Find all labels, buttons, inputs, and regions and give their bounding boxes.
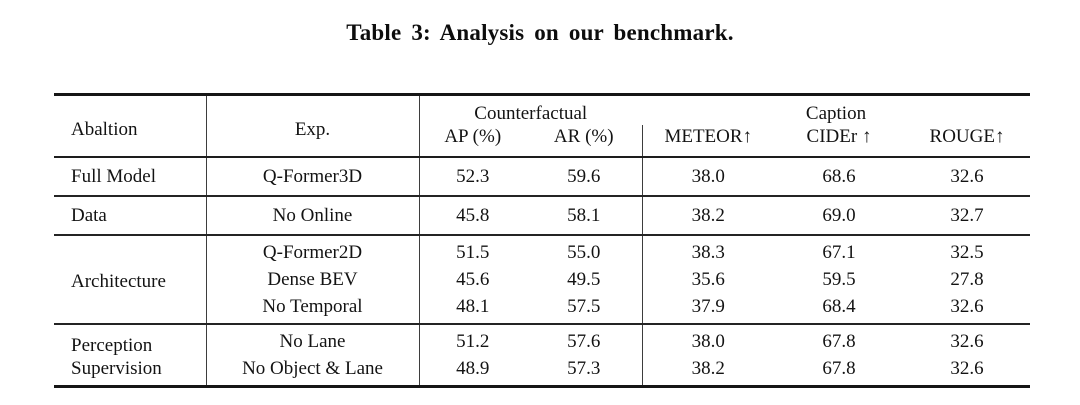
ablation-label: Architecture — [54, 234, 207, 324]
header-row-metrics: AP (%) AR (%) METEOR↑ CIDEr ↑ ROUGE↑ — [54, 125, 1030, 157]
ablation-label: Full Model — [54, 157, 207, 196]
meteor-cell: 38.0 — [691, 166, 725, 187]
exp-cell: Dense BEV — [206, 266, 420, 293]
rouge-cell: 32.6 — [950, 166, 984, 187]
ar-cell: 57.6 — [526, 323, 643, 355]
header-row-groups: Abaltion Exp. Counterfactual Caption — [54, 94, 1030, 157]
exp-cell: No Lane — [206, 323, 420, 355]
ar-cell: 55.0 — [526, 234, 643, 266]
rouge-cell: 27.8 — [950, 269, 984, 290]
ar-cell: 59.6 — [526, 157, 643, 196]
table-row: No Object & Lane 48.9 57.3 38.2 67.8 32.… — [54, 355, 1030, 387]
header-rouge: ROUGE↑ — [929, 126, 1005, 147]
header-ap: AP (%) — [444, 126, 502, 147]
exp-cell: No Online — [206, 195, 420, 235]
ablation-label: Perception Supervision — [54, 323, 207, 387]
cider-cell: 59.5 — [822, 269, 856, 290]
header-group-counterfactual: Counterfactual — [474, 103, 588, 124]
header-exp: Exp. — [206, 94, 420, 157]
ar-cell: 49.5 — [526, 266, 643, 293]
ap-cell: 45.8 — [419, 195, 526, 235]
cider-cell: 68.4 — [822, 296, 856, 317]
rouge-cell: 32.7 — [904, 195, 1031, 235]
table-row: Perception Supervision No Lane 51.2 57.6… — [54, 323, 1031, 387]
meteor-cell: 38.3 — [642, 234, 774, 266]
cider-cell: 67.8 — [774, 323, 904, 355]
header-ar: AR (%) — [526, 125, 643, 157]
benchmark-table-wrapper: Abaltion Exp. Counterfactual Caption AP … — [54, 93, 1031, 388]
rouge-cell: 32.5 — [904, 234, 1031, 266]
rouge-cell: 32.6 — [950, 358, 984, 379]
ablation-label: Data — [54, 195, 207, 235]
ar-cell: 57.3 — [526, 355, 643, 387]
cider-cell: 67.8 — [822, 358, 856, 379]
ap-cell: 48.9 — [456, 358, 490, 379]
table-body: Full Model Q-Former3D 52.3 59.6 38.0 68.… — [54, 157, 1031, 387]
ar-cell: 58.1 — [526, 195, 643, 235]
ar-cell: 57.5 — [526, 293, 643, 324]
table-row: Dense BEV 45.6 49.5 35.6 59.5 27.8 — [54, 266, 1030, 293]
benchmark-table: Abaltion Exp. Counterfactual Caption AP … — [54, 93, 1031, 388]
table-row: Architecture Q-Former2D 51.5 55.0 38.3 6… — [54, 234, 1031, 324]
meteor-cell: 35.6 — [691, 269, 725, 290]
cider-cell: 69.0 — [774, 195, 904, 235]
exp-cell: No Object & Lane — [206, 355, 420, 387]
ap-cell: 48.1 — [456, 296, 490, 317]
header-group-caption: Caption — [805, 103, 867, 124]
ap-cell: 45.6 — [456, 269, 490, 290]
table-row: Full Model Q-Former3D 52.3 59.6 38.0 68.… — [54, 157, 1030, 196]
table-caption: Table 3: Analysis on our benchmark. — [346, 20, 734, 45]
ap-cell: 51.5 — [419, 234, 526, 266]
meteor-cell: 37.9 — [691, 296, 725, 317]
exp-cell: Q-Former3D — [206, 157, 420, 196]
header-ablation: Abaltion — [54, 94, 207, 157]
table-header: Abaltion Exp. Counterfactual Caption AP … — [54, 94, 1031, 157]
cider-cell: 68.6 — [822, 166, 856, 187]
header-cider: CIDEr ↑ — [806, 126, 872, 147]
table-row: No Temporal 48.1 57.5 37.9 68.4 32.6 — [54, 293, 1030, 324]
rouge-cell: 32.6 — [950, 296, 984, 317]
exp-cell: Q-Former2D — [206, 234, 420, 266]
exp-cell: No Temporal — [206, 293, 420, 324]
table-row: Data No Online 45.8 58.1 38.2 69.0 32.7 — [54, 195, 1031, 235]
meteor-cell: 38.2 — [642, 195, 774, 235]
rouge-cell: 32.6 — [904, 323, 1031, 355]
meteor-cell: 38.2 — [691, 358, 725, 379]
header-meteor: METEOR↑ — [664, 126, 753, 147]
ap-cell: 52.3 — [456, 166, 490, 187]
ap-cell: 51.2 — [419, 323, 526, 355]
meteor-cell: 38.0 — [642, 323, 774, 355]
cider-cell: 67.1 — [774, 234, 904, 266]
